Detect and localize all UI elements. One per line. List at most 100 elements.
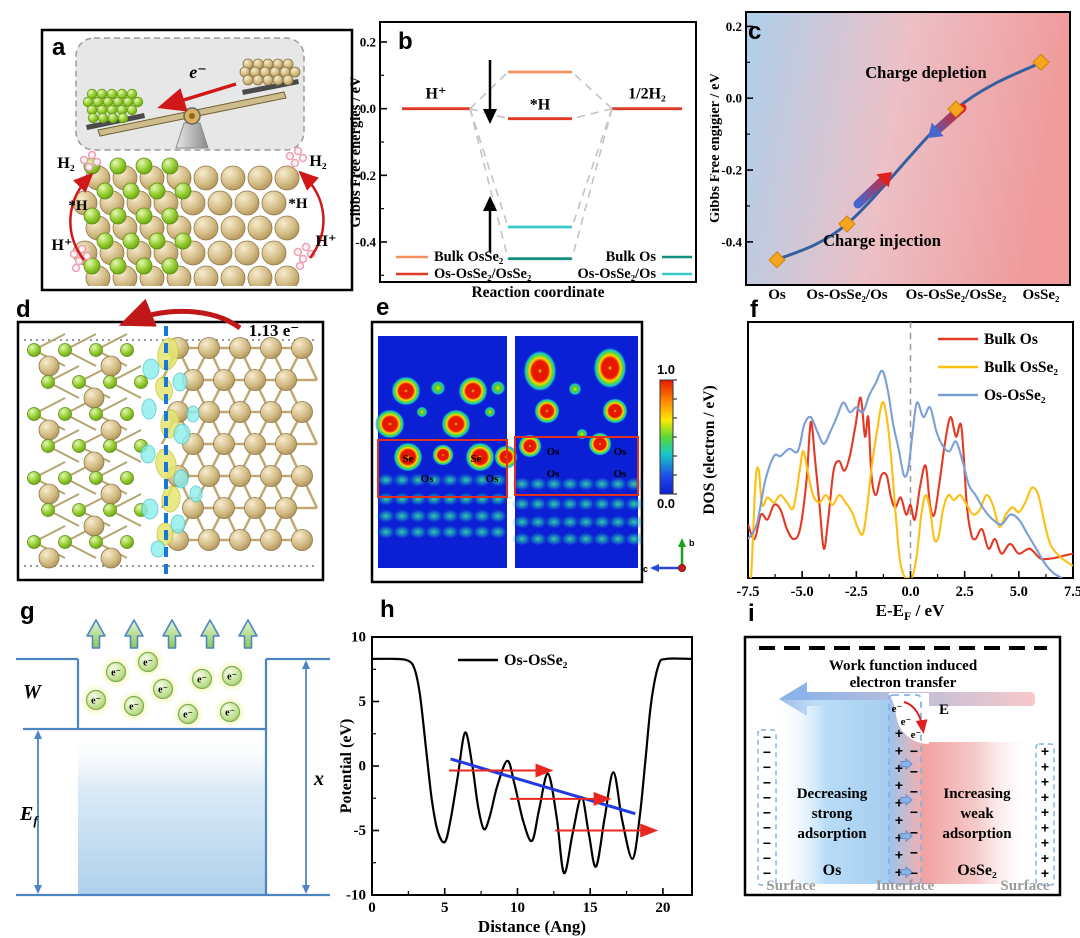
connector (571, 107, 613, 120)
elf-texture (592, 476, 612, 492)
text-label: Reaction coordinate (471, 284, 604, 300)
text-label: Os (768, 287, 786, 302)
interface-minus-symbol: − (910, 763, 918, 779)
dipole-arrow (900, 829, 913, 843)
h-molecule (71, 263, 81, 273)
elf-texture (512, 531, 532, 547)
atom-os (193, 165, 219, 191)
elf-texture (488, 524, 508, 540)
atom-se (89, 471, 103, 485)
surface-minus-symbol: − (763, 759, 771, 775)
left-annotation-1: Decreasing (797, 786, 868, 802)
h-molecule (87, 150, 97, 160)
reaction-arrow-right (298, 170, 325, 259)
atom-se (41, 375, 55, 389)
colorbar-ticks (673, 379, 677, 495)
atom-os (220, 215, 246, 241)
dos-curve (748, 396, 1073, 561)
atom-se (148, 232, 166, 250)
data-diamond (947, 100, 965, 118)
proton-label-left: H⁺ (52, 237, 73, 254)
elf-texture (440, 491, 460, 507)
electron-transfer-arrow (157, 82, 237, 112)
interface-minus-symbol: − (910, 845, 918, 861)
electron-ball (177, 703, 199, 725)
panel-c-gibbs-curve: 0.2 0.0 -0.2 -0.4 Gibbs Free engigier / eV Ch… (710, 0, 1080, 302)
atom-se (87, 112, 99, 124)
electron-symbol: e⁻ (111, 668, 121, 679)
interface-plus-symbol: + (895, 829, 903, 845)
atom-se (117, 112, 129, 124)
arrow-head (876, 172, 892, 188)
interface-highlight-left (377, 439, 508, 498)
atom-se (96, 232, 114, 250)
elf-texture (544, 476, 564, 492)
surface-minus-symbol: − (763, 729, 771, 745)
axis-origin-dot (678, 564, 686, 572)
electron-sea (78, 729, 266, 895)
atom-os (242, 74, 254, 86)
electron-ball (152, 678, 174, 700)
text-label: OsSe₂ (1022, 287, 1060, 302)
elf-texture (528, 531, 548, 547)
h-molecule (301, 242, 311, 252)
electron-label: e⁻ (901, 716, 912, 728)
text-label: Os-OsSe₂/Os (578, 266, 657, 282)
dipole-arrow (900, 865, 913, 879)
text-label: H⁺ (426, 86, 447, 103)
left-annotation-3: adsorption (797, 826, 867, 842)
atom-os (252, 74, 264, 86)
h-molecule (295, 261, 305, 271)
atom-os (198, 465, 220, 487)
right-annotation-1: Increasing (943, 786, 1011, 802)
panel-e-label: e (376, 294, 390, 321)
emission-arrow (124, 619, 144, 649)
atom-se (174, 232, 192, 250)
text-label: 20 (655, 900, 670, 916)
interface-dashed-box (888, 694, 922, 885)
osse2-material-label: OsSe₂ (957, 862, 997, 879)
elf-small-blob (576, 428, 588, 440)
atom-se (27, 407, 41, 421)
text-label: Os-OsSe₂/Os (806, 287, 887, 302)
text-label: 7.5 (1064, 584, 1080, 600)
text-label: 0 (359, 759, 367, 775)
plot-frame (371, 636, 693, 896)
surface-plus-symbol: + (1041, 804, 1049, 820)
down-arrow-head (483, 109, 497, 124)
text-label: Bulk Os (984, 331, 1038, 348)
atom-os (275, 497, 297, 519)
interface-minus-symbol: − (910, 784, 918, 800)
atom-se (148, 182, 166, 200)
atom-os (282, 74, 294, 86)
text-label: 5 (441, 900, 449, 916)
elf-texture (624, 476, 644, 492)
elf-texture (472, 472, 492, 488)
atom-os (213, 369, 235, 391)
h2-label-left: H₂ (57, 155, 74, 172)
elf-small-blob (416, 406, 428, 418)
dos-curve (748, 369, 1063, 578)
electron-ball (137, 651, 159, 673)
text-label: Gibbs Free engigier / eV (710, 72, 723, 223)
elf-atom-blob (393, 442, 423, 472)
panel-g-label: g (20, 598, 35, 625)
connector (469, 108, 509, 228)
atom-se (83, 257, 101, 275)
emission-arrow (162, 619, 182, 649)
elf-atom-blob (441, 409, 471, 439)
surface-plus-symbol: + (1041, 819, 1049, 835)
gibbs-curve (776, 60, 1042, 262)
elf-atom-blob (593, 347, 627, 389)
elf-texture (376, 472, 396, 488)
text-label: -0.2 (721, 163, 742, 178)
atom-os (274, 165, 300, 191)
text-label: Os-OsSe₂/OsSe₂ (434, 266, 531, 282)
interface-minus-symbol: − (910, 824, 918, 840)
axis-c-label: c (643, 564, 648, 574)
electron-label: e⁻ (892, 703, 903, 715)
height-label: x (313, 768, 324, 790)
surface-plus-symbol: + (1041, 789, 1049, 805)
right-annotation-2: weak (960, 806, 994, 822)
interface-plus-symbol: + (895, 742, 903, 758)
